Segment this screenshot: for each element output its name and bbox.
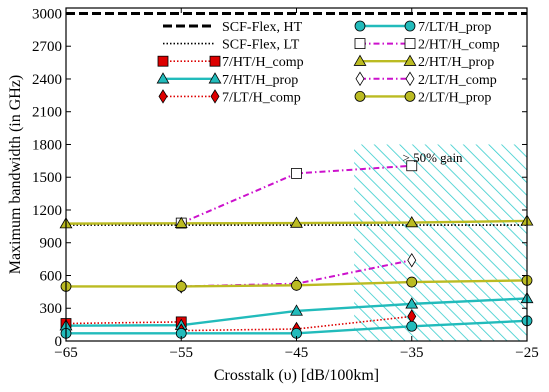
- legend-label: 2/HT/H_prop: [418, 55, 494, 70]
- series-marker: [208, 72, 222, 84]
- legend-label: 7/LT/H_prop: [418, 20, 491, 35]
- series-marker: [404, 91, 416, 102]
- legend: SCF-Flex, HT SCF-Flex, LT 7/HT/H_comp 7/HT/…: [156, 20, 500, 105]
- series-marker: [404, 20, 416, 32]
- series-marker: [354, 20, 366, 32]
- legend-label: 7/HT/H_comp: [222, 55, 304, 70]
- series-marker: [405, 297, 419, 309]
- legend-label: 7/LT/H_comp: [222, 90, 301, 105]
- series-marker: [354, 91, 366, 102]
- series-marker: [405, 71, 415, 87]
- gain-region: [354, 144, 527, 341]
- series-line: [181, 315, 412, 332]
- legend-label: 7/HT/H_prop: [222, 73, 298, 88]
- series-marker: [353, 54, 367, 66]
- series-marker: [210, 89, 220, 104]
- y-tick-label: 900: [40, 236, 63, 252]
- tick-layer: −65 −55 −45 −35 −25 0 300 600 900 1200 1500 1800 210…: [32, 6, 539, 361]
- y-tick-label: 3000: [32, 6, 62, 22]
- y-tick-label: 2700: [32, 39, 62, 55]
- series-marker: [209, 55, 221, 67]
- series-line: [65, 321, 182, 325]
- x-tick-label: −65: [54, 345, 77, 361]
- legend-label: 2/HT/H_comp: [418, 38, 500, 53]
- series-marker: [406, 276, 418, 288]
- x-tick-label: −25: [515, 345, 538, 361]
- series-marker: [157, 55, 169, 67]
- legend-label: 2/LT/H_prop: [418, 90, 491, 105]
- y-tick-label: 1200: [32, 203, 62, 219]
- series-marker: [291, 168, 302, 179]
- series-marker: [290, 216, 303, 228]
- legend-label: SCF-Flex, LT: [222, 38, 300, 53]
- series-marker: [158, 89, 168, 104]
- series-marker: [406, 320, 418, 332]
- series-marker: [291, 279, 302, 291]
- series-line: [181, 259, 412, 288]
- x-tick-label: −35: [400, 345, 423, 361]
- legend-label: 2/LT/H_comp: [418, 73, 497, 88]
- series-marker: [174, 216, 188, 228]
- series-marker: [406, 160, 418, 172]
- gain-annotation: > 50% gain: [403, 150, 464, 165]
- x-tick-label: −45: [285, 345, 308, 361]
- series-marker: [290, 304, 303, 316]
- x-axis-title: Crosstalk (υ) [dB/100km]: [214, 367, 379, 384]
- gain-region-layer: [354, 144, 527, 341]
- series-marker: [156, 72, 170, 84]
- series-marker: [354, 38, 366, 49]
- y-tick-label: 600: [40, 268, 63, 284]
- y-tick-label: 300: [40, 301, 63, 317]
- y-axis-title: Maximum bandwidth (in GHz): [7, 75, 24, 275]
- y-tick-label: 0: [55, 334, 63, 350]
- series-marker: [407, 252, 417, 268]
- y-tick-label: 1800: [32, 137, 62, 153]
- x-tick-label: −55: [170, 345, 193, 361]
- series-marker: [175, 281, 187, 292]
- legend-label: SCF-Flex, HT: [222, 20, 303, 35]
- series-marker: [403, 54, 417, 66]
- series-marker: [405, 215, 419, 228]
- series-marker: [355, 71, 365, 87]
- y-tick-label: 2100: [32, 105, 62, 121]
- y-tick-label: 2400: [32, 72, 62, 88]
- y-tick-label: 1500: [32, 170, 62, 186]
- series-marker: [404, 38, 416, 49]
